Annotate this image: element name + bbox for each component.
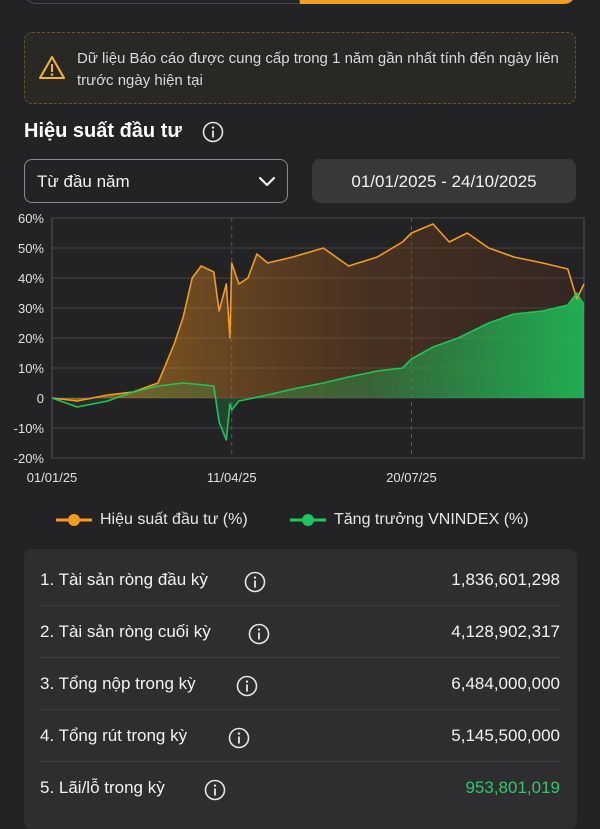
legend-marker-portfolio — [56, 512, 92, 528]
info-icon[interactable] — [248, 623, 270, 645]
period-dropdown[interactable]: Từ đầu năm — [24, 159, 288, 203]
period-dropdown-value: Từ đầu năm — [37, 172, 130, 192]
legend-item-portfolio[interactable]: Hiệu suất đầu tư (%) — [56, 508, 296, 534]
chevron-down-icon — [257, 172, 277, 192]
summary-row-value: 5,145,500,000 — [451, 726, 560, 746]
info-icon[interactable] — [236, 675, 258, 697]
summary-row-label: 4. Tổng rút trong kỳ — [40, 726, 187, 746]
legend-label-portfolio: Hiệu suất đầu tư (%) — [100, 511, 248, 529]
tab-active[interactable] — [300, 0, 576, 4]
y-tick-label: -20% — [14, 451, 45, 466]
info-icon[interactable] — [244, 571, 266, 593]
y-tick-label: 50% — [18, 241, 44, 256]
summary-row: 2. Tài sản ròng cuối kỳ 4,128,902,317 — [40, 605, 560, 658]
data-notice-banner: Dữ liệu Báo cáo được cung cấp trong 1 nă… — [24, 32, 576, 104]
info-icon[interactable] — [202, 121, 224, 143]
performance-chart: 60% 50% 40% 30% 20% 10% 0 -10% -20% 01/01/25 11/04… — [0, 210, 600, 490]
date-range-value: 01/01/2025 - 24/10/2025 — [312, 172, 576, 192]
y-tick-label: 60% — [18, 211, 44, 226]
summary-row-label: 1. Tài sản ròng đầu kỳ — [40, 570, 208, 590]
summary-row-value: 6,484,000,000 — [451, 674, 560, 694]
summary-row: 5. Lãi/lỗ trong kỳ 953,801,019 — [40, 761, 560, 813]
summary-row-value: 953,801,019 — [465, 778, 560, 798]
summary-table: 1. Tài sản ròng đầu kỳ 1,836,601,298 2. … — [24, 549, 577, 829]
y-tick-label: 20% — [18, 331, 44, 346]
chart-legend: Hiệu suất đầu tư (%) Tăng trưởng VNINDEX… — [0, 508, 600, 534]
y-tick-label: -10% — [14, 421, 45, 436]
date-range-field[interactable]: 01/01/2025 - 24/10/2025 — [312, 159, 576, 203]
tab-bar — [24, 0, 576, 4]
tab-inactive[interactable] — [24, 0, 300, 4]
summary-row-label: 2. Tài sản ròng cuối kỳ — [40, 622, 211, 642]
summary-row-value: 4,128,902,317 — [451, 622, 560, 642]
legend-item-index[interactable]: Tăng trưởng VNINDEX (%) — [290, 508, 570, 534]
legend-label-index: Tăng trưởng VNINDEX (%) — [334, 511, 529, 529]
legend-marker-index — [290, 512, 326, 528]
notice-text: Dữ liệu Báo cáo được cung cấp trong 1 nă… — [77, 48, 567, 92]
y-tick-label: 40% — [18, 271, 44, 286]
y-tick-label: 30% — [18, 301, 44, 316]
summary-row-label: 3. Tổng nộp trong kỳ — [40, 674, 196, 694]
x-tick-label: 01/01/25 — [27, 470, 78, 485]
warning-icon — [39, 55, 65, 81]
info-icon[interactable] — [204, 779, 226, 801]
x-tick-label: 20/07/25 — [386, 470, 437, 485]
section-title: Hiệu suất đầu tư — [24, 120, 182, 143]
info-icon[interactable] — [228, 727, 250, 749]
summary-row: 4. Tổng rút trong kỳ 5,145,500,000 — [40, 709, 560, 762]
y-tick-label: 0 — [37, 391, 44, 406]
x-tick-label: 11/04/25 — [207, 470, 257, 485]
summary-row-value: 1,836,601,298 — [451, 570, 560, 590]
y-tick-label: 10% — [18, 361, 44, 376]
summary-row: 1. Tài sản ròng đầu kỳ 1,836,601,298 — [40, 553, 560, 606]
summary-row: 3. Tổng nộp trong kỳ 6,484,000,000 — [40, 657, 560, 710]
summary-row-label: 5. Lãi/lỗ trong kỳ — [40, 778, 165, 798]
